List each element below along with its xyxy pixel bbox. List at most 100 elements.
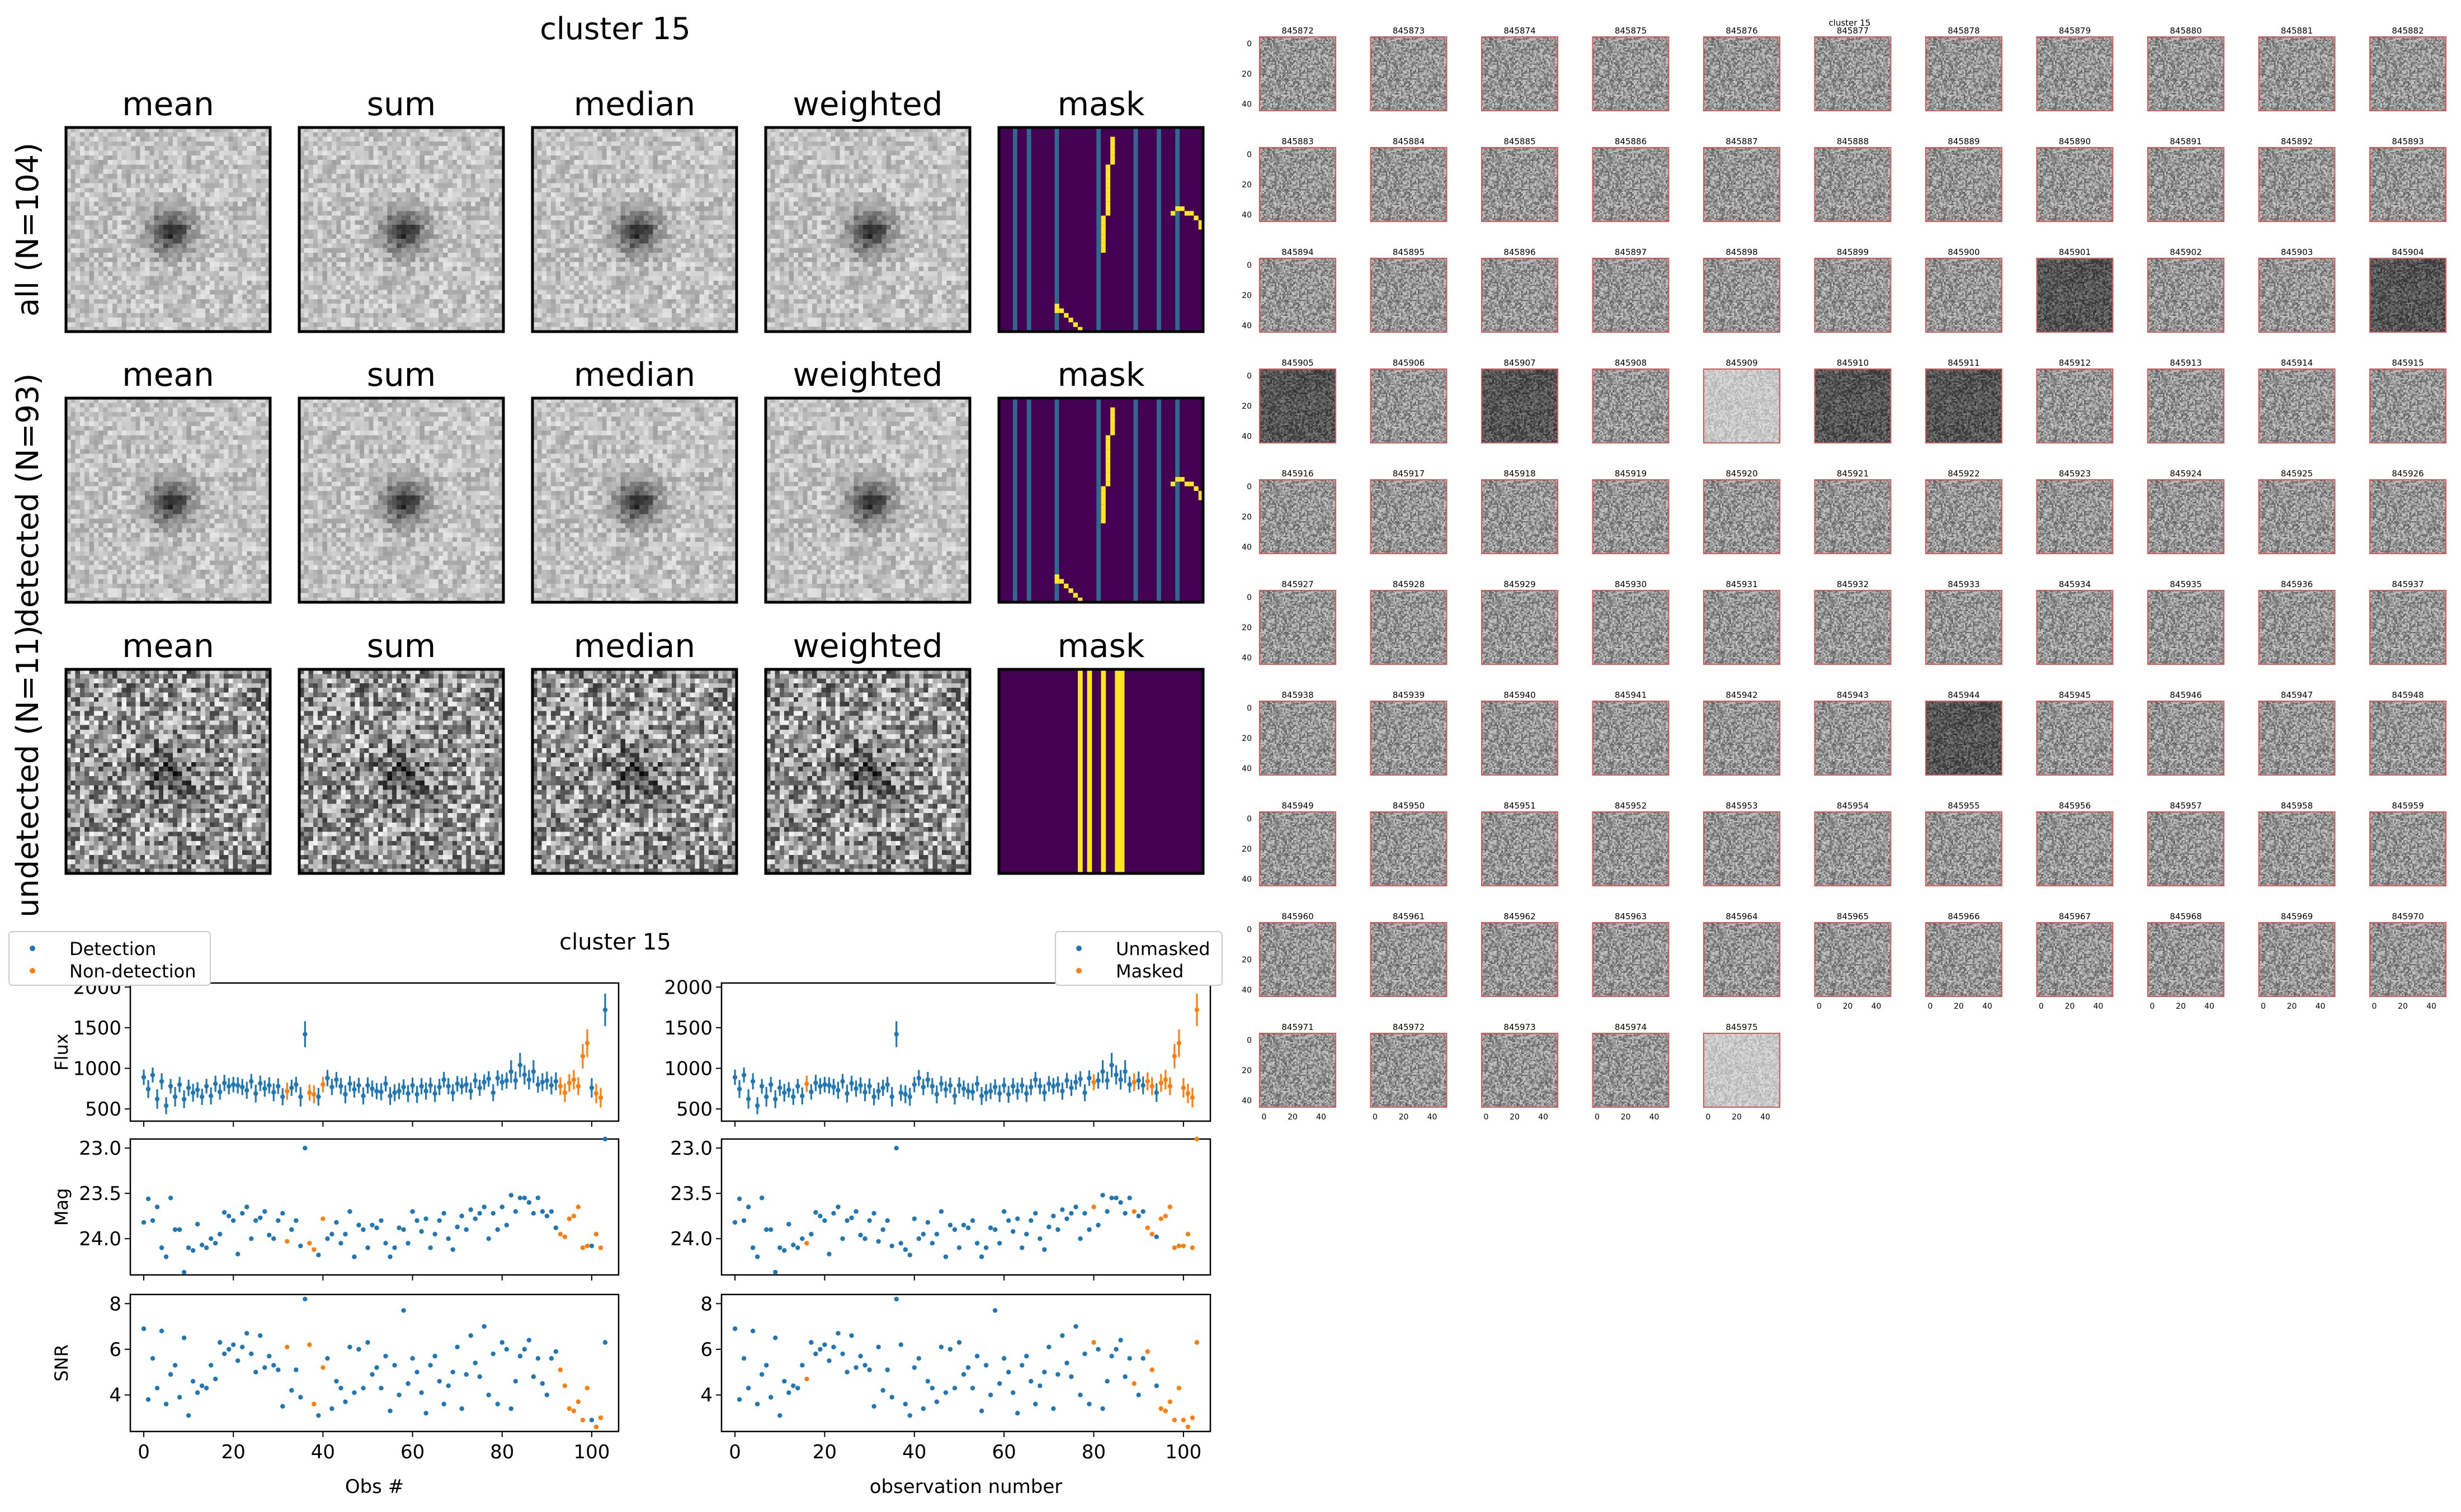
x-tick-label: 80 [1082, 1441, 1106, 1463]
cutout-id: 845892 [2281, 136, 2313, 147]
stack-image [532, 127, 737, 332]
data-point [1015, 1216, 1020, 1221]
stack-figure: cluster 15 all (N=104) mean sum median weight… [10, 11, 1205, 918]
cutout-image [2259, 701, 2335, 775]
data-point [737, 1086, 742, 1092]
data-point [885, 1218, 890, 1223]
cutout-image [1370, 1033, 1447, 1107]
cutout-y-tick: 20 [1242, 956, 1252, 965]
cutout-frame [2258, 258, 2336, 333]
cutout-image [1592, 258, 1669, 332]
mask-pixel [1198, 490, 1203, 496]
cutout-frame [1370, 811, 1448, 886]
mask-pixel [1054, 308, 1059, 313]
y-tick-label: 8 [109, 1293, 121, 1315]
data-point [477, 1374, 482, 1379]
data-point [831, 1211, 836, 1216]
cutout-cell: 845908 [1592, 358, 1670, 443]
data-point [965, 1089, 971, 1094]
panel-frame [298, 126, 505, 333]
x-tick-label: 40 [902, 1441, 926, 1463]
cutout-image [1814, 701, 1891, 775]
cutout-image [2259, 590, 2335, 664]
cutout-cell: 845967 0 20 40 [2036, 911, 2114, 1011]
cutout-image [2036, 480, 2113, 554]
x-tick-label: 0 [729, 1441, 741, 1463]
data-point [459, 1406, 464, 1411]
data-point [1042, 1090, 1047, 1095]
mask-pixel [1110, 136, 1115, 141]
data-point [258, 1081, 263, 1086]
data-point [836, 1088, 841, 1093]
data-point [1190, 1245, 1195, 1250]
cutout-id: 845964 [1725, 911, 1757, 922]
cutout-frame [2147, 36, 2224, 111]
cutout-frame [2369, 147, 2446, 222]
y-tick-label: 500 [85, 1098, 121, 1121]
mask-pixel [1105, 481, 1111, 486]
cutout-cell: 845881 [2258, 26, 2336, 111]
cutout-id: 845889 [1948, 136, 1979, 147]
panel-frame [298, 396, 505, 604]
cutout-id: 845902 [2170, 247, 2201, 257]
data-point [437, 1218, 442, 1223]
cutout-x-tick: 20 [2065, 1002, 2075, 1011]
cutout-y-tick: 20 [1242, 734, 1252, 743]
data-point [593, 1091, 599, 1096]
data-point [997, 1241, 1002, 1246]
cutout-cell: 845890 [2036, 136, 2114, 222]
cutout-id: 845932 [1837, 579, 1869, 589]
mask-band [1133, 127, 1138, 332]
cutout-frame [1814, 811, 1892, 886]
cutout-frame [1925, 147, 2002, 222]
data-point [1167, 1204, 1173, 1209]
cutout-cell: 845953 [1703, 801, 1780, 886]
data-point [970, 1089, 975, 1094]
x-axis-label: observation number [870, 1476, 1063, 1498]
cutout-y-tick: 20 [1242, 291, 1252, 300]
cutout-id: 845965 [1837, 911, 1869, 922]
cutout-frame [1481, 1033, 1558, 1108]
data-point [271, 1090, 276, 1095]
data-point [356, 1083, 361, 1088]
cutout-image [1370, 369, 1447, 443]
cutout-cell: 845920 [1703, 469, 1780, 554]
mask-band [1157, 398, 1161, 602]
cutout-y-tick: 0 [1247, 1036, 1252, 1045]
column-title: mean [122, 85, 214, 123]
cutout-cell: 845966 0 20 40 [1925, 911, 2002, 1011]
mask-pixel [1064, 583, 1069, 589]
data-point [312, 1247, 317, 1252]
data-point [782, 1378, 787, 1384]
cutout-id: 845963 [1615, 911, 1647, 922]
cutout-x-tick: 40 [2204, 1002, 2214, 1011]
cutout-id: 845960 [1281, 911, 1313, 922]
data-point [763, 1094, 769, 1099]
cutout-id: 845970 [2392, 911, 2424, 922]
data-point [992, 1084, 998, 1090]
cutout-id: 845915 [2392, 358, 2424, 368]
cutout-image [1482, 148, 1558, 221]
data-point [280, 1211, 285, 1216]
data-point [343, 1399, 348, 1405]
data-point [818, 1084, 823, 1089]
data-point [845, 1218, 850, 1223]
mask-pixel [1180, 477, 1185, 482]
data-point [303, 1146, 308, 1151]
data-point [1149, 1367, 1154, 1372]
data-point [535, 1196, 541, 1201]
axes-frame [720, 1293, 1211, 1433]
data-point [423, 1089, 428, 1094]
data-point [795, 1386, 800, 1391]
data-point [1127, 1356, 1132, 1361]
cutout-cell: 845968 0 20 40 [2147, 911, 2224, 1011]
column-title: mask [1058, 85, 1145, 123]
data-point [450, 1247, 455, 1252]
data-point [1060, 1089, 1065, 1094]
mask-pixel [1105, 164, 1111, 169]
data-point [392, 1363, 397, 1368]
grid-title: cluster 15 [1829, 18, 1871, 28]
cutout-id: 845920 [1725, 469, 1757, 479]
